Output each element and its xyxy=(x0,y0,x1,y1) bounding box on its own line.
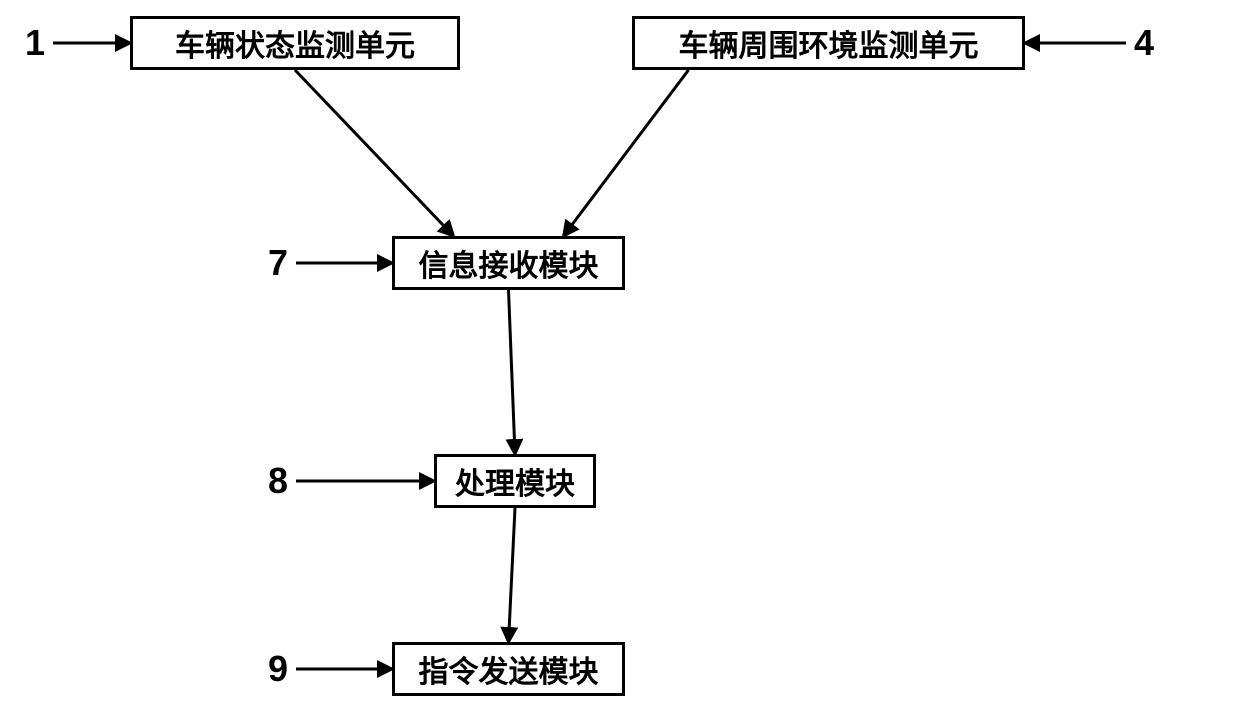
diagram-edges xyxy=(0,0,1240,726)
side-label-l7: 7 xyxy=(260,236,296,290)
edge-n7-n8 xyxy=(509,290,516,454)
side-label-l4: 4 xyxy=(1126,16,1162,70)
side-label-l8: 8 xyxy=(260,454,296,508)
side-label-l9: 9 xyxy=(260,642,296,696)
edge-n8-n9 xyxy=(509,508,516,642)
flow-node-n7: 信息接收模块 xyxy=(392,236,625,290)
side-label-l1: 1 xyxy=(17,16,53,70)
flow-node-n4: 车辆周围环境监测单元 xyxy=(632,16,1025,70)
edge-n4-n7 xyxy=(564,70,689,236)
flow-node-n9: 指令发送模块 xyxy=(392,642,625,696)
edge-n1-n7 xyxy=(295,70,454,236)
flow-node-n8: 处理模块 xyxy=(434,454,596,508)
flow-node-n1: 车辆状态监测单元 xyxy=(130,16,460,70)
